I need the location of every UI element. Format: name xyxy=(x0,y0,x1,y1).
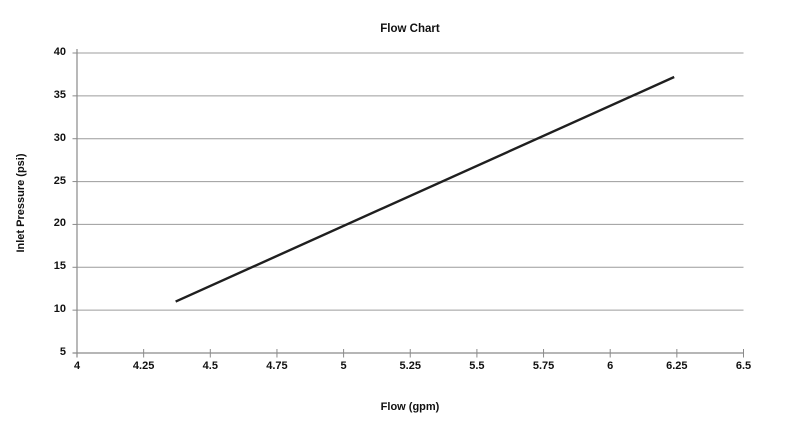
x-tick-label-5.75: 5.75 xyxy=(532,360,555,372)
x-tick-label-5.25: 5.25 xyxy=(399,360,421,372)
x-axis-title: Flow (gpm) xyxy=(380,401,440,413)
y-tick-label-35: 35 xyxy=(53,88,66,101)
x-tick-label-4.75: 4.75 xyxy=(266,360,288,372)
y-tick-label-5: 5 xyxy=(59,346,66,358)
x-tick-label-6.5: 6.5 xyxy=(735,360,752,372)
series-line-inlet-pressure xyxy=(175,75,675,303)
y-tick-label-25: 25 xyxy=(53,174,66,187)
chart-title: Flow Chart xyxy=(380,23,440,35)
x-tick-label-5: 5 xyxy=(340,360,347,372)
x-tick-label-4: 4 xyxy=(73,360,81,372)
y-tick-label-30: 30 xyxy=(53,131,66,144)
x-tick-label-6.25: 6.25 xyxy=(666,360,688,372)
x-tick-label-4.5: 4.5 xyxy=(202,360,218,372)
y-tick-label-15: 15 xyxy=(53,260,66,273)
x-tick-label-6: 6 xyxy=(607,360,614,372)
y-tick-label-10: 10 xyxy=(53,303,66,316)
y-tick-label-20: 20 xyxy=(53,217,66,230)
x-tick-label-4.25: 4.25 xyxy=(132,360,155,372)
y-tick-label-40: 40 xyxy=(53,46,66,58)
x-tick-label-5.5: 5.5 xyxy=(469,360,485,372)
